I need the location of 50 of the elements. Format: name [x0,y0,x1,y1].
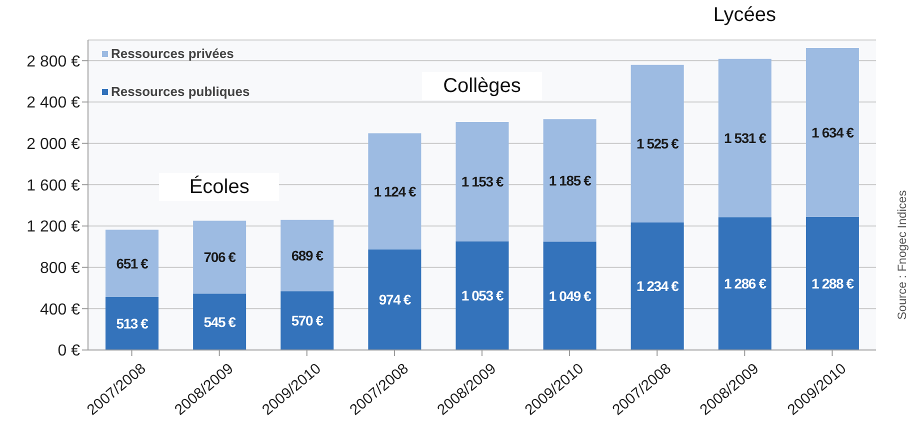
data-label: 706 € [204,249,236,266]
bar [368,249,422,350]
bar [193,220,246,294]
y-tick-label: 2 400 € [26,94,80,112]
bar [630,222,684,350]
data-label: 545 € [204,314,236,330]
y-tick-label: 1 200 € [26,218,80,236]
y-tick-label: 0 € [58,342,80,360]
bar [630,64,684,222]
bar [543,119,596,242]
data-label: 1 288 € [812,275,854,292]
bar [368,133,422,250]
text: Lycées [713,4,776,26]
y-tick-label: 2 800 € [26,53,80,70]
bar [280,291,334,350]
annotation: Collèges [443,75,521,98]
data-label: 651 € [116,255,149,272]
bar [456,122,509,242]
bar [106,230,159,297]
data-label: 974 € [378,292,412,308]
y-tick-label: 1 600 € [26,177,80,194]
bar [280,220,334,292]
bar [806,216,859,350]
bar [193,294,246,350]
legend-label: Ressources publiques [111,84,250,100]
data-label: 1 185 € [548,172,592,188]
data-label: 1 286 € [724,276,767,292]
data-label: 1 525 € [636,136,680,152]
bar [543,242,596,350]
data-label: 1 124 € [374,183,416,200]
data-label: 1 153 € [461,174,504,190]
source-note: Source : Fnogec Indices [895,190,909,320]
data-label: 1 053 € [461,288,504,304]
bar [718,217,772,350]
bar [456,241,509,350]
annotation: Écoles [189,176,250,198]
data-label: 570 € [291,312,324,329]
y-tick-label: 400 € [40,301,80,318]
bar [106,296,159,350]
y-tick-label: 800 € [40,260,80,278]
data-label: 1 049 € [548,288,592,304]
data-label: 1 634 € [812,124,854,140]
data-label: 1 234 € [636,278,680,294]
y-tick-label: 2 000 € [26,136,80,154]
legend-label: Ressources privées [111,46,234,62]
data-label: 513 € [116,315,149,332]
data-label: 1 531 € [724,130,767,146]
data-label: 689 € [291,248,324,264]
bar [806,48,859,217]
bar [718,58,772,218]
